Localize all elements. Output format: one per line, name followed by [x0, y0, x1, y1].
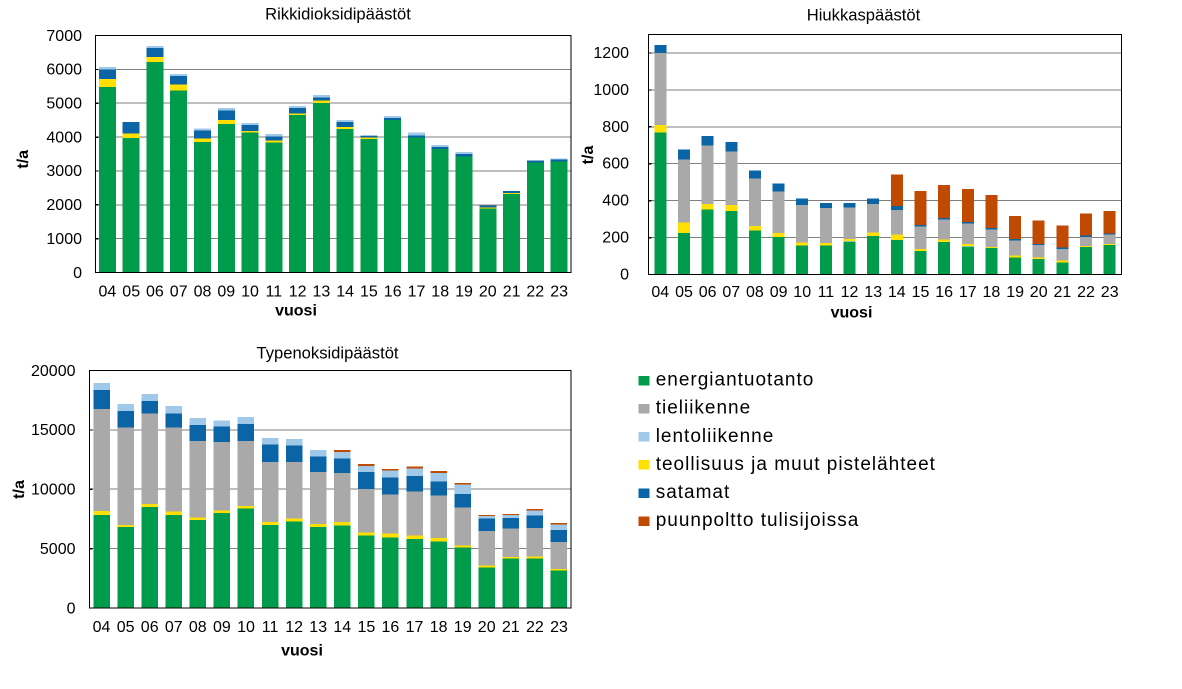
svg-text:08: 08 — [189, 619, 207, 636]
svg-text:21: 21 — [1054, 284, 1072, 301]
svg-text:19: 19 — [455, 284, 473, 301]
svg-text:2000: 2000 — [46, 197, 82, 214]
svg-text:0: 0 — [620, 267, 629, 284]
svg-text:t/a: t/a — [15, 150, 32, 169]
svg-text:09: 09 — [217, 284, 235, 301]
svg-text:vuosi: vuosi — [281, 643, 323, 660]
svg-text:15: 15 — [358, 619, 376, 636]
svg-text:16: 16 — [382, 619, 400, 636]
svg-text:05: 05 — [117, 619, 135, 636]
svg-text:14: 14 — [888, 284, 906, 301]
svg-text:13: 13 — [309, 619, 327, 636]
svg-text:Typenoksidipäästöt: Typenoksidipäästöt — [256, 344, 398, 363]
svg-text:20: 20 — [478, 619, 496, 636]
svg-text:10000: 10000 — [31, 482, 76, 499]
svg-text:11: 11 — [818, 284, 835, 301]
svg-text:08: 08 — [194, 284, 212, 301]
svg-text:5000: 5000 — [46, 96, 82, 113]
svg-text:20: 20 — [1030, 284, 1048, 301]
svg-text:18: 18 — [430, 619, 448, 636]
svg-text:18: 18 — [983, 284, 1001, 301]
svg-text:19: 19 — [1006, 284, 1024, 301]
svg-text:15: 15 — [360, 284, 378, 301]
svg-text:09: 09 — [213, 619, 231, 636]
svg-text:puunpoltto tulisijoissa: puunpoltto tulisijoissa — [656, 510, 860, 531]
svg-text:06: 06 — [699, 284, 717, 301]
svg-text:600: 600 — [602, 156, 629, 173]
svg-text:4000: 4000 — [46, 129, 82, 146]
svg-text:14: 14 — [333, 619, 351, 636]
svg-text:15000: 15000 — [31, 422, 76, 439]
svg-text:400: 400 — [602, 193, 629, 210]
svg-text:23: 23 — [550, 619, 568, 636]
svg-text:22: 22 — [526, 284, 544, 301]
svg-text:1000: 1000 — [593, 82, 629, 99]
svg-text:07: 07 — [170, 284, 188, 301]
svg-text:12: 12 — [841, 284, 859, 301]
svg-text:17: 17 — [406, 619, 424, 636]
svg-text:08: 08 — [746, 284, 764, 301]
svg-text:800: 800 — [602, 119, 629, 136]
svg-text:16: 16 — [384, 284, 402, 301]
svg-text:04: 04 — [651, 284, 669, 301]
svg-text:21: 21 — [502, 619, 520, 636]
svg-text:14: 14 — [336, 284, 354, 301]
svg-text:teollisuus ja muut pistelähtee: teollisuus ja muut pistelähteet — [656, 454, 936, 475]
svg-text:05: 05 — [122, 284, 140, 301]
svg-text:19: 19 — [454, 619, 472, 636]
svg-text:5000: 5000 — [40, 541, 76, 558]
svg-text:energiantuotanto: energiantuotanto — [656, 370, 815, 391]
svg-text:7000: 7000 — [46, 28, 82, 45]
svg-text:lentoliikenne: lentoliikenne — [656, 426, 775, 447]
svg-text:06: 06 — [141, 619, 159, 636]
svg-text:04: 04 — [99, 284, 117, 301]
svg-text:1200: 1200 — [593, 45, 629, 62]
svg-text:6000: 6000 — [46, 62, 82, 79]
svg-text:Hiukkaspäästöt: Hiukkaspäästöt — [807, 6, 921, 25]
svg-text:23: 23 — [550, 284, 568, 301]
svg-text:0: 0 — [73, 265, 82, 282]
svg-text:10: 10 — [793, 284, 811, 301]
svg-text:vuosi: vuosi — [275, 303, 317, 320]
svg-text:16: 16 — [935, 284, 953, 301]
svg-text:t/a: t/a — [11, 480, 28, 499]
svg-text:t/a: t/a — [580, 146, 597, 165]
svg-text:11: 11 — [262, 619, 279, 636]
svg-text:satamat: satamat — [656, 482, 731, 503]
svg-text:10: 10 — [241, 284, 259, 301]
svg-text:18: 18 — [431, 284, 449, 301]
svg-text:07: 07 — [165, 619, 183, 636]
svg-text:15: 15 — [912, 284, 930, 301]
svg-text:13: 13 — [313, 284, 331, 301]
svg-text:09: 09 — [770, 284, 788, 301]
svg-text:11: 11 — [265, 284, 282, 301]
svg-text:04: 04 — [93, 619, 111, 636]
svg-text:20000: 20000 — [31, 363, 76, 380]
svg-text:12: 12 — [289, 284, 307, 301]
svg-text:20: 20 — [479, 284, 497, 301]
svg-text:vuosi: vuosi — [831, 305, 873, 322]
svg-text:05: 05 — [675, 284, 693, 301]
svg-text:23: 23 — [1101, 284, 1119, 301]
svg-text:17: 17 — [959, 284, 977, 301]
svg-text:1000: 1000 — [46, 231, 82, 248]
svg-text:10: 10 — [237, 619, 255, 636]
svg-text:22: 22 — [1077, 284, 1095, 301]
svg-text:22: 22 — [526, 619, 544, 636]
svg-text:21: 21 — [503, 284, 521, 301]
svg-text:Rikkidioksidipäästöt: Rikkidioksidipäästöt — [265, 5, 411, 24]
svg-text:tieliikenne: tieliikenne — [656, 398, 752, 419]
svg-text:0: 0 — [67, 600, 76, 617]
svg-text:200: 200 — [602, 230, 629, 247]
svg-text:17: 17 — [408, 284, 426, 301]
svg-text:06: 06 — [146, 284, 164, 301]
svg-text:07: 07 — [722, 284, 740, 301]
svg-text:12: 12 — [285, 619, 303, 636]
svg-text:13: 13 — [864, 284, 882, 301]
svg-text:3000: 3000 — [46, 163, 82, 180]
